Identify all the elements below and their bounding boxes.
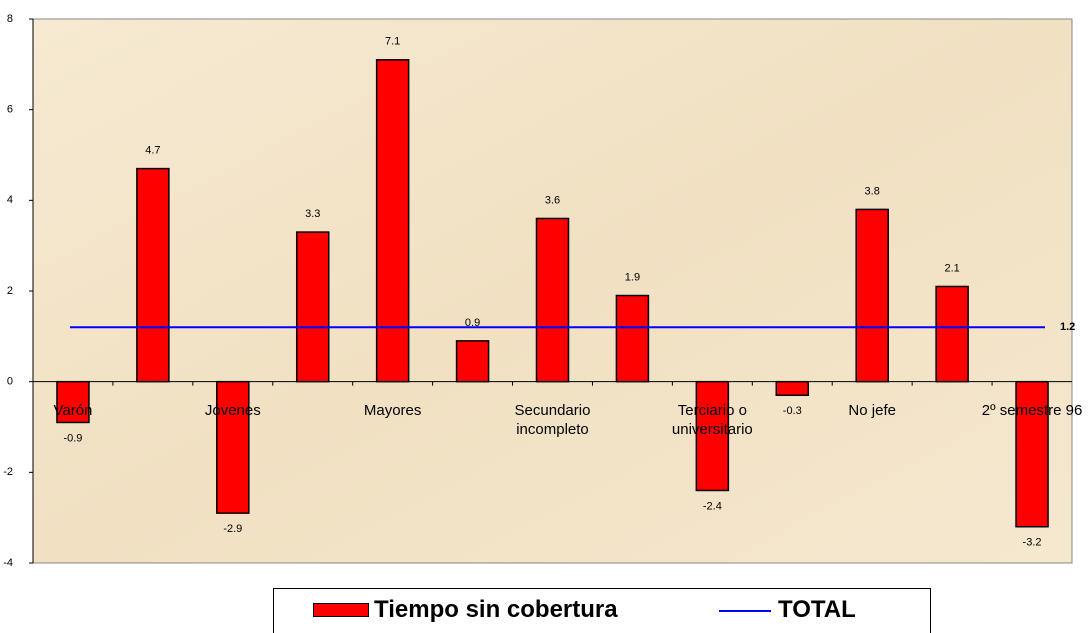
legend-label: TOTAL <box>778 596 856 623</box>
bar <box>216 380 250 514</box>
bar <box>695 380 730 492</box>
value-label: 3.6 <box>545 194 560 206</box>
value-label: -3.2 <box>1023 537 1042 549</box>
value-label: -0.3 <box>783 405 802 417</box>
y-tick-label: -4 <box>3 557 13 569</box>
y-tick-label: 4 <box>7 194 13 206</box>
legend-label: Tiempo sin cobertura <box>374 596 618 623</box>
x-tick-label: 2º semestre 96 <box>981 401 1083 419</box>
y-tick-label: 2 <box>7 285 13 297</box>
y-tick-label: 8 <box>7 13 13 25</box>
bar <box>375 59 410 383</box>
value-label: 0.9 <box>465 317 480 329</box>
x-tick-label: Varón <box>53 401 93 419</box>
y-tick-label: 0 <box>7 376 13 388</box>
legend-line <box>719 610 771 612</box>
total-label: 1.2 <box>1060 321 1075 333</box>
legend-swatch <box>313 603 369 617</box>
bar <box>56 380 90 424</box>
bar <box>855 208 889 383</box>
value-label: 1.9 <box>625 271 640 283</box>
x-tick-label: Jóvenes <box>204 401 261 419</box>
x-tick-label: Secundario incompleto <box>514 401 591 438</box>
value-label: -2.4 <box>703 500 722 512</box>
value-label: 3.8 <box>865 185 880 197</box>
value-label: -0.9 <box>63 432 82 444</box>
x-tick-label: Terciario o universitario <box>671 401 753 438</box>
legend: Tiempo sin cobertura TOTAL <box>273 588 931 633</box>
bar <box>455 340 490 383</box>
bar <box>295 231 330 383</box>
bar <box>615 294 650 383</box>
x-tick-label: No jefe <box>848 401 896 419</box>
y-tick-label: -2 <box>3 466 13 478</box>
value-label: -2.9 <box>223 523 242 535</box>
bar <box>775 380 810 397</box>
x-tick-label: Mayores <box>363 401 422 419</box>
bar <box>1015 380 1049 528</box>
value-label: 2.1 <box>944 262 959 274</box>
value-label: 7.1 <box>385 36 400 48</box>
value-label: 3.3 <box>305 208 320 220</box>
value-label: 4.7 <box>145 145 160 157</box>
bar <box>935 285 969 383</box>
bar <box>535 217 570 383</box>
bar <box>136 167 170 383</box>
y-tick-label: 6 <box>7 104 13 116</box>
